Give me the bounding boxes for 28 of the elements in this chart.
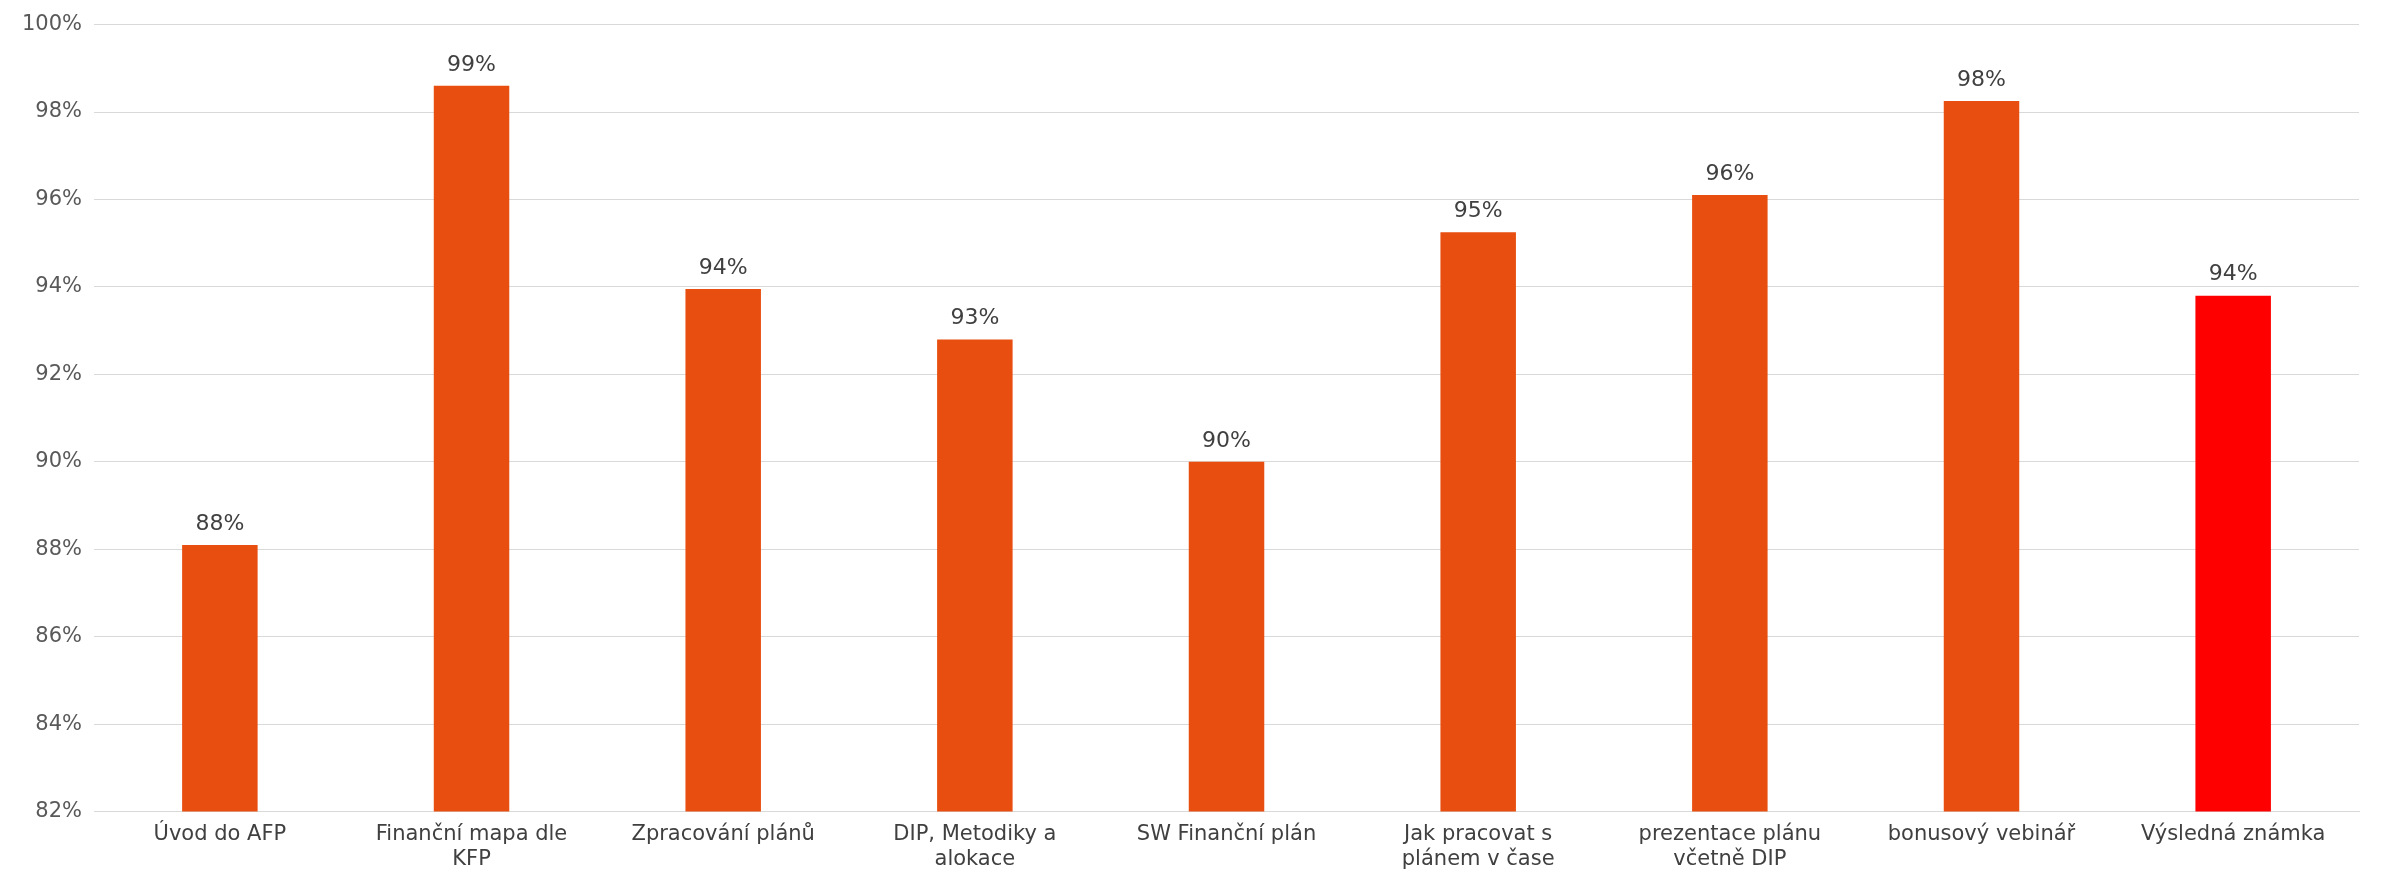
x-tick-label: Finanční mapa dle KFP	[375, 820, 568, 870]
y-tick-label: 90%	[35, 448, 83, 473]
y-tick-label: 92%	[35, 360, 83, 385]
data-label: 98%	[1957, 65, 2006, 91]
data-label: 99%	[447, 50, 496, 76]
y-tick-label: 84%	[35, 710, 83, 735]
data-label: 94%	[2208, 260, 2258, 286]
y-tick-label: 94%	[35, 273, 83, 298]
y-tick-label: 100%	[21, 11, 83, 36]
data-label: 88%	[195, 509, 245, 535]
data-label: 90%	[1202, 426, 1251, 452]
data-label: 96%	[1705, 159, 1755, 185]
y-tick-label: 88%	[35, 535, 83, 560]
x-tick-label: Výsledná známka	[2140, 820, 2326, 845]
data-label: 93%	[950, 304, 1000, 330]
y-tick-label: 98%	[35, 98, 83, 123]
x-tick-label: DIP, Metodiky a alokace	[893, 820, 1057, 870]
y-tick-label: 82%	[35, 798, 83, 823]
x-tick-label: prezentace plánu včetně DIP	[1638, 820, 1822, 870]
x-tick-label: bonusový vebinář	[1887, 820, 2076, 845]
y-tick-label: 96%	[35, 185, 83, 210]
x-tick-label: Úvod do AFP	[153, 819, 287, 845]
x-tick-label: SW Finanční plán	[1136, 820, 1317, 845]
y-tick-label: 86%	[35, 623, 83, 648]
x-tick-label: Zpracování plánů	[631, 820, 815, 845]
data-label: 95%	[1453, 197, 1503, 222]
x-tick-label: Jak pracovat s plánem v čase	[1401, 820, 1555, 870]
data-label: 94%	[698, 253, 748, 279]
